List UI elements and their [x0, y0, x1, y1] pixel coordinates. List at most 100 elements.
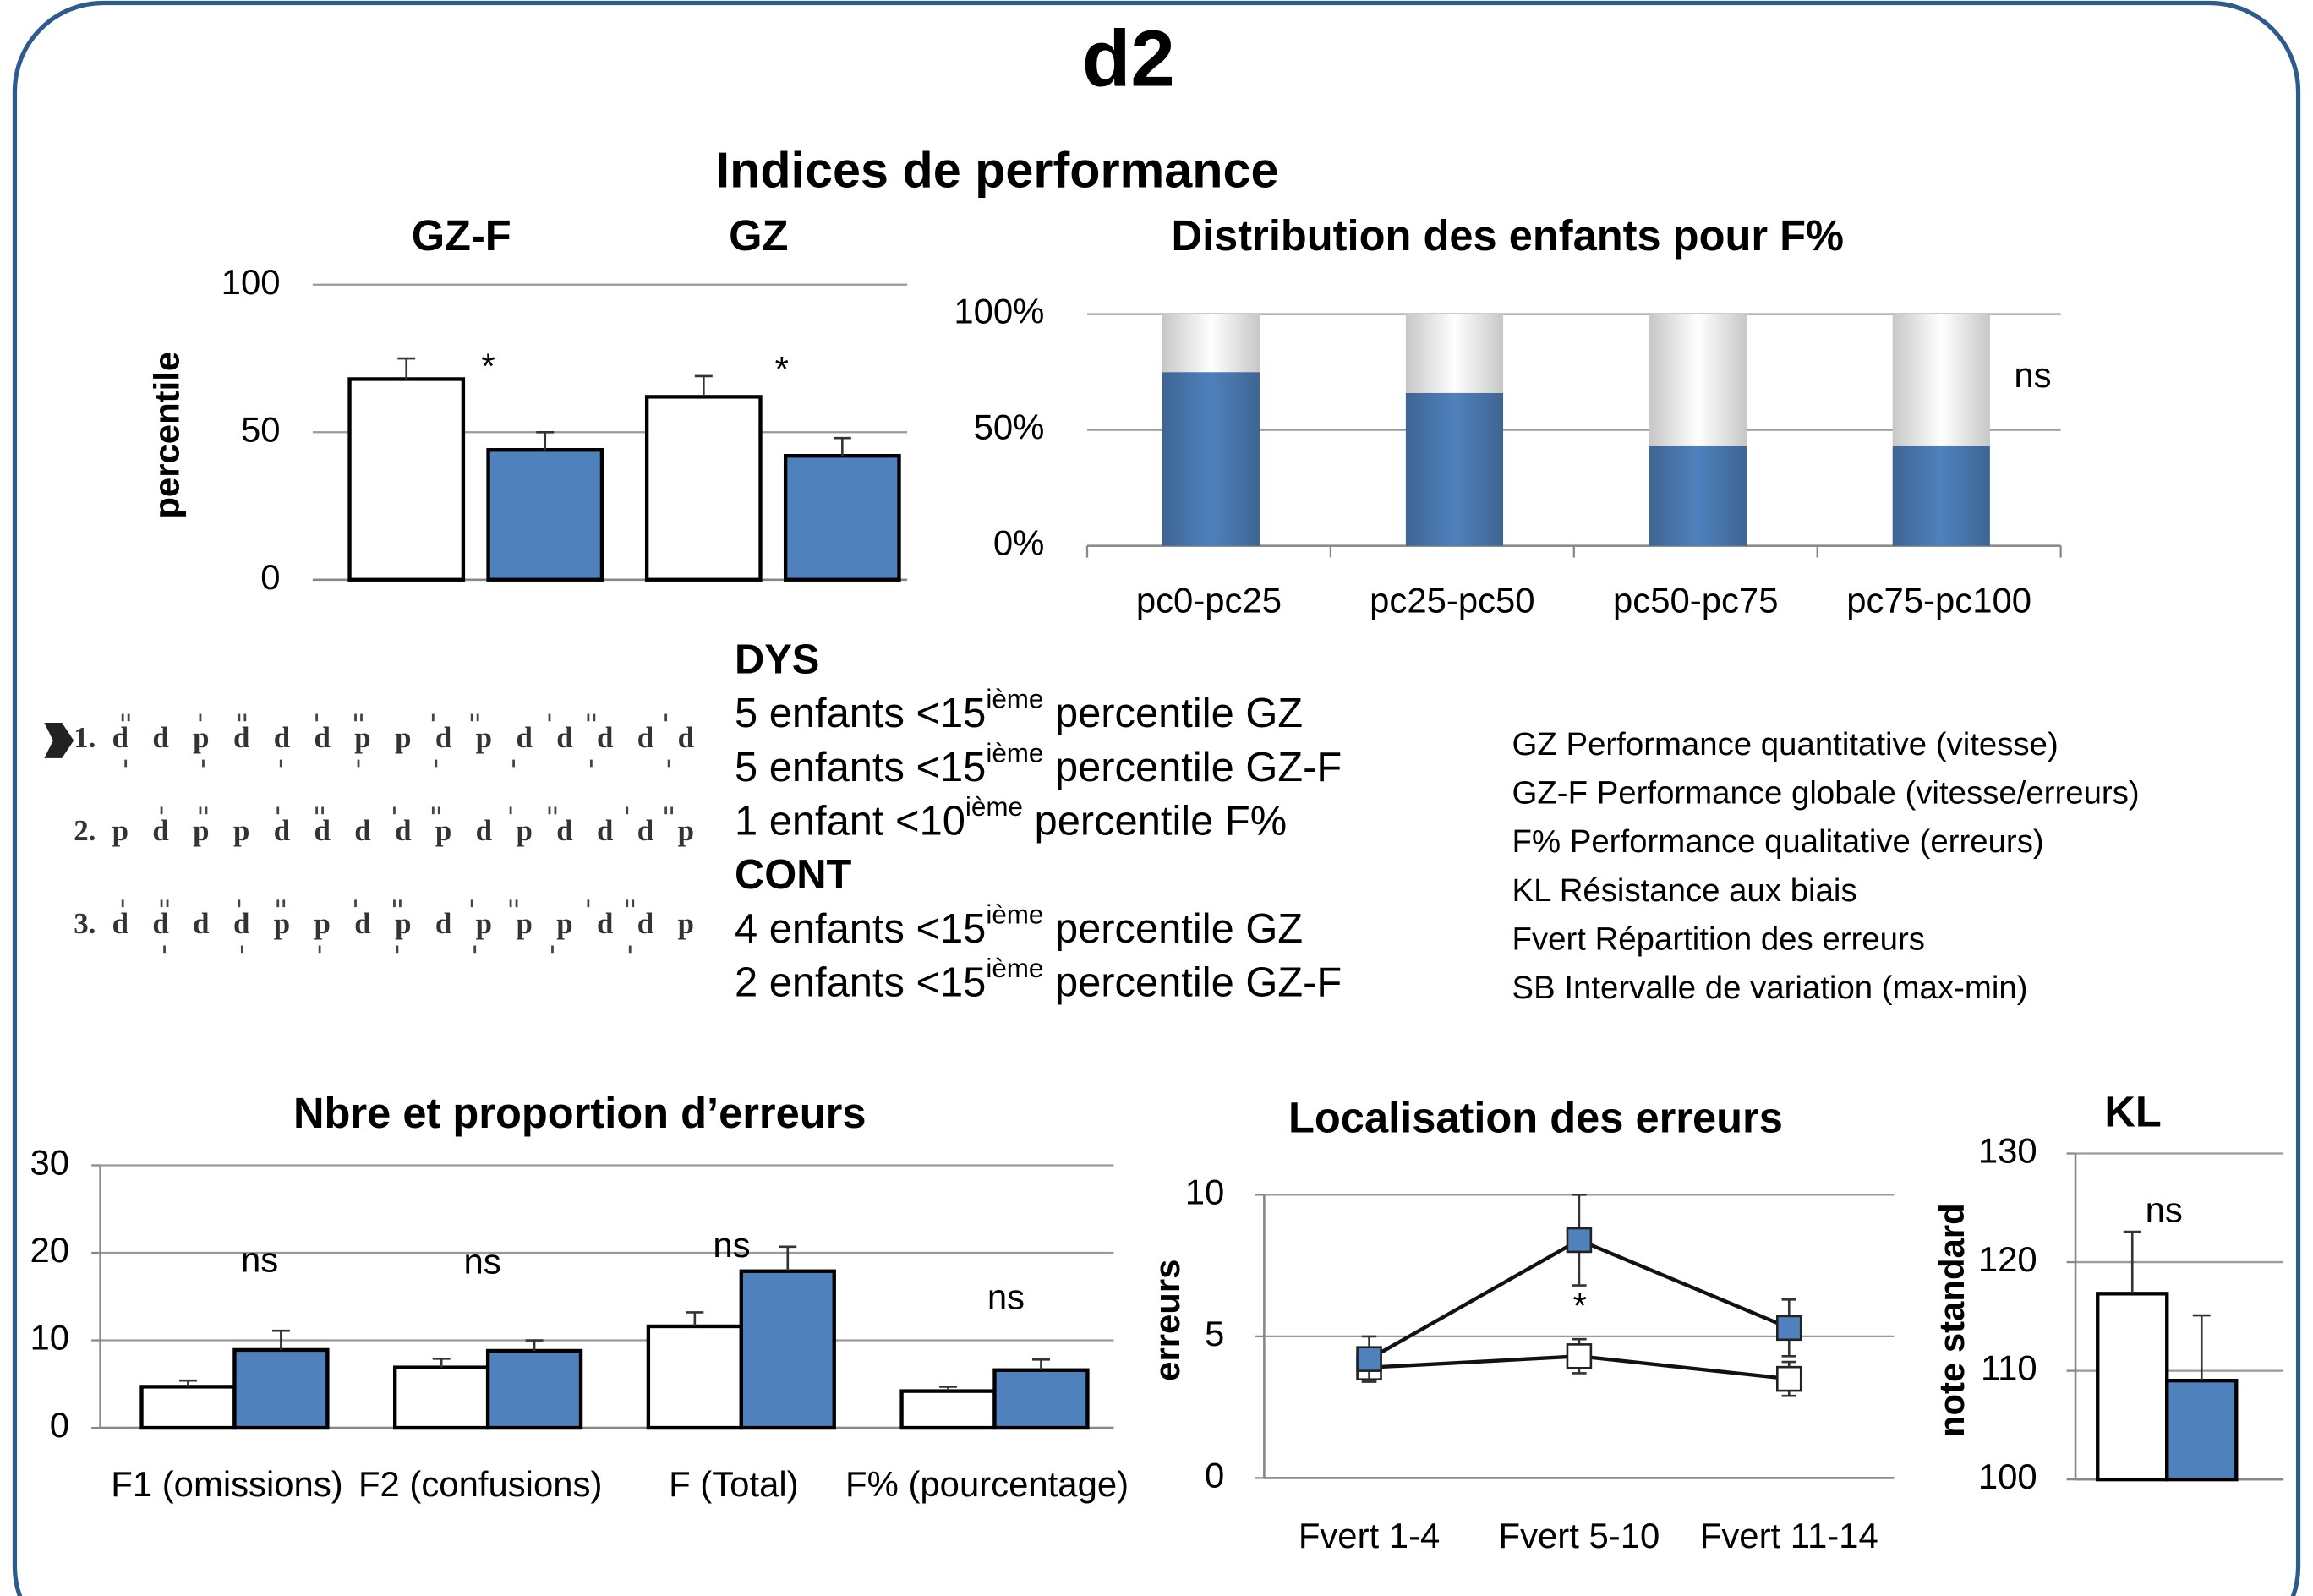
marker [1567, 1344, 1591, 1368]
bar-segment [1893, 314, 1990, 446]
superscript: ième [965, 792, 1023, 822]
x-tick-label: Fvert 5-10 [1499, 1516, 1660, 1555]
y-tick-label: 0% [993, 523, 1044, 563]
note-text: percentile GZ [1043, 691, 1303, 736]
annotation: ns [987, 1276, 1025, 1316]
bar-segment [1162, 372, 1260, 545]
y-tick-label: 0 [1205, 1455, 1224, 1495]
note-text: percentile GZ-F [1043, 745, 1342, 790]
chart-title: KL [2104, 1088, 2161, 1136]
page: {"title": "d2", "section_title": "Indice… [0, 0, 2313, 1596]
arrow-icon [44, 723, 74, 758]
group-heading: CONT [735, 852, 852, 898]
y-tick-label: 0 [50, 1405, 69, 1445]
note-text: percentile F% [1023, 798, 1287, 844]
bar [2097, 1293, 2167, 1479]
note-text: 4 enfants <15 [735, 906, 986, 952]
bar [741, 1271, 834, 1428]
x-tick-label: GZ-F [412, 211, 511, 260]
abbreviation: F% Performance qualitative (erreurs) [1512, 823, 2044, 860]
x-tick-label: F (Total) [669, 1464, 799, 1504]
y-tick-label: 0 [260, 557, 280, 597]
bar-segment [1649, 314, 1747, 446]
annotation: ns [463, 1241, 500, 1281]
superscript: ième [986, 685, 1043, 714]
group-heading: DYS [735, 637, 819, 682]
bar [489, 450, 602, 580]
bar [2167, 1380, 2236, 1479]
section-title: Indices de performance [716, 142, 1279, 199]
y-tick-label: 5 [1205, 1314, 1224, 1353]
abbreviation: SB Intervalle de variation (max-min) [1512, 970, 2028, 1006]
abbreviation: KL Résistance aux biais [1512, 872, 1857, 909]
x-tick-label: pc50-pc75 [1613, 581, 1778, 620]
superscript: ième [986, 900, 1043, 930]
y-tick-label: 20 [30, 1230, 69, 1270]
y-tick-label: 10 [1185, 1172, 1225, 1211]
bar [142, 1386, 235, 1428]
y-tick-label: 50% [974, 407, 1045, 447]
superscript: ième [986, 739, 1043, 768]
y-axis-label: percentile [147, 352, 187, 519]
y-axis-label: note standard [1932, 1203, 1971, 1437]
abbreviation: GZ Performance quantitative (vitesse) [1512, 726, 2059, 762]
note-text: percentile GZ [1043, 906, 1303, 952]
note-text: percentile GZ-F [1043, 960, 1342, 1006]
bar-segment [1406, 314, 1503, 393]
x-tick-label: Fvert 11-14 [1700, 1516, 1878, 1555]
marker [1358, 1347, 1381, 1371]
y-tick-label: 10 [30, 1318, 69, 1358]
annotation: ns [2146, 1189, 2183, 1229]
note-line: 2 enfants <15ième percentile GZ-F [735, 954, 1342, 1005]
bar-segment [1649, 446, 1747, 546]
x-tick-label: F2 (confusions) [358, 1464, 602, 1504]
y-tick-label: 100 [221, 262, 281, 302]
annotation: * [775, 349, 789, 389]
x-tick-label: F% (pourcentage) [845, 1464, 1129, 1504]
note-text: 5 enfants <15 [735, 691, 986, 736]
bar [994, 1370, 1087, 1428]
y-tick-label: 120 [1978, 1239, 2037, 1279]
row-label: 2. [74, 814, 96, 847]
bar-segment [1893, 446, 1990, 546]
note-text: 5 enfants <15 [735, 745, 986, 790]
y-tick-label: 100 [1978, 1457, 2037, 1496]
bar-segment [1406, 393, 1503, 546]
bar [350, 379, 463, 579]
bar [902, 1391, 995, 1428]
chart-title: Localisation des erreurs [1288, 1093, 1783, 1141]
bar [647, 396, 760, 579]
abbreviation: Fvert Répartition des erreurs [1512, 921, 1925, 957]
superscript: ième [986, 954, 1043, 983]
annotation: ns [2014, 355, 2051, 395]
note-line: 5 enfants <15ième percentile GZ [735, 685, 1303, 736]
note-text: 1 enfant <10 [735, 798, 965, 844]
annotation: * [481, 346, 495, 385]
letter-row: ddddppdpdpppddp [112, 907, 694, 940]
x-tick-label: GZ [729, 211, 788, 260]
chart-title: Distribution des enfants pour F% [1172, 211, 1844, 260]
y-tick-label: 30 [30, 1143, 69, 1183]
y-tick-label: 100% [954, 292, 1044, 331]
figure: d2 Indices de performance 1. ddpdddppdpdd… [0, 0, 2313, 1596]
figure-title: d2 [1082, 14, 1175, 103]
bar [488, 1351, 581, 1428]
marker [1567, 1228, 1591, 1252]
bar [395, 1368, 488, 1428]
bar [648, 1326, 741, 1428]
note-text: 2 enfants <15 [735, 960, 986, 1006]
annotation: ns [713, 1225, 750, 1265]
y-axis-label: erreurs [1147, 1260, 1187, 1381]
y-tick-label: 110 [1981, 1348, 2037, 1388]
x-tick-label: Fvert 1-4 [1299, 1516, 1440, 1555]
x-tick-label: pc75-pc100 [1846, 581, 2031, 620]
bar [785, 456, 899, 580]
letter-row: pdppddddpdpdddp [112, 814, 694, 847]
x-tick-label: pc0-pc25 [1136, 581, 1282, 620]
note-line: 1 enfant <10ième percentile F% [735, 792, 1287, 844]
annotation: ns [241, 1240, 278, 1280]
row-label: 1. [74, 721, 96, 754]
chart-title: Nbre et proportion d’erreurs [293, 1089, 866, 1137]
abbreviation: GZ-F Performance globale (vitesse/erreur… [1512, 775, 2140, 812]
letter-row: ddpdddppdpddddd [112, 721, 694, 754]
